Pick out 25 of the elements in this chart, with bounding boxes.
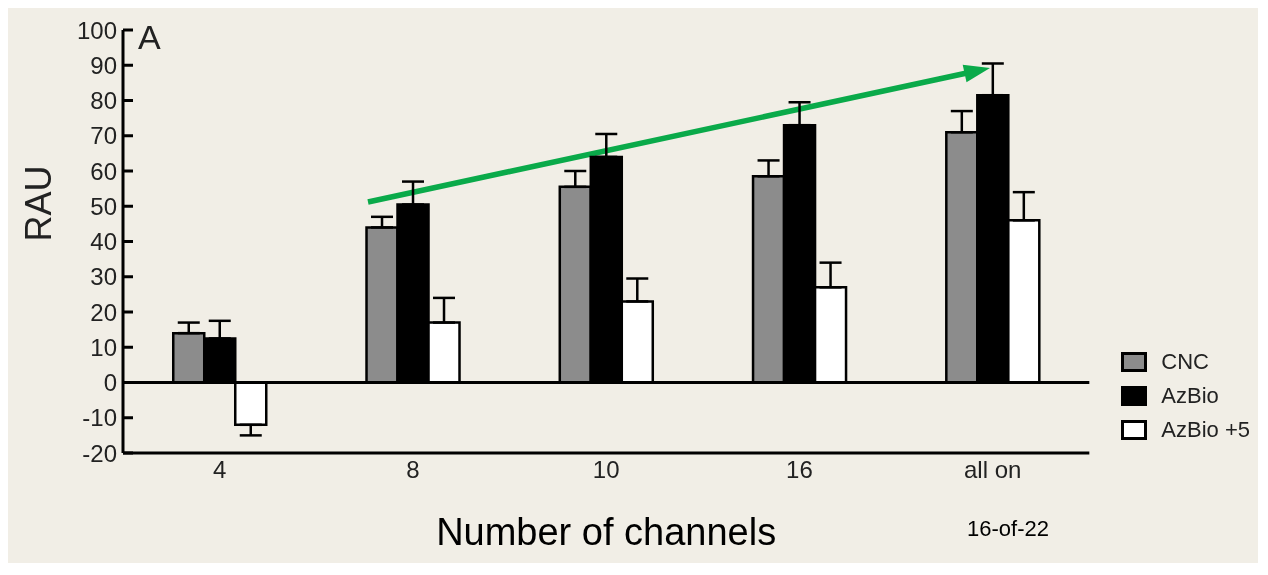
- y-tick-label: 90: [90, 51, 117, 79]
- y-tick-label: 60: [90, 157, 117, 185]
- y-tick-label: 100: [76, 16, 117, 44]
- y-tick-label: 20: [90, 298, 117, 326]
- y-tick-label: -20: [82, 439, 117, 467]
- legend-label: AzBio +5: [1161, 417, 1250, 443]
- y-tick-label: -10: [82, 404, 117, 432]
- text: 16-of-22: [966, 516, 1050, 542]
- legend-label: CNC: [1161, 349, 1209, 375]
- y-tick-label: 30: [90, 263, 117, 291]
- y-tick-label: 70: [90, 122, 117, 150]
- y-tick-label: 0: [103, 369, 117, 397]
- x-tick-label: all on: [964, 456, 1022, 484]
- y-tick-label: 10: [90, 333, 117, 361]
- y-axis-title: RAU: [17, 165, 59, 242]
- x-tick-label: 4: [212, 456, 227, 484]
- y-tick-label: 80: [90, 87, 117, 115]
- x-axis-title: Number of channels: [436, 511, 777, 553]
- legend-label: AzBio: [1161, 383, 1219, 409]
- x-tick-label: 10: [592, 456, 620, 484]
- annotation: A: [138, 18, 161, 57]
- y-tick-label: 40: [90, 228, 117, 256]
- x-tick-label: 8: [406, 456, 420, 484]
- y-tick-label: 50: [90, 192, 117, 220]
- x-tick-label: 16: [786, 456, 813, 484]
